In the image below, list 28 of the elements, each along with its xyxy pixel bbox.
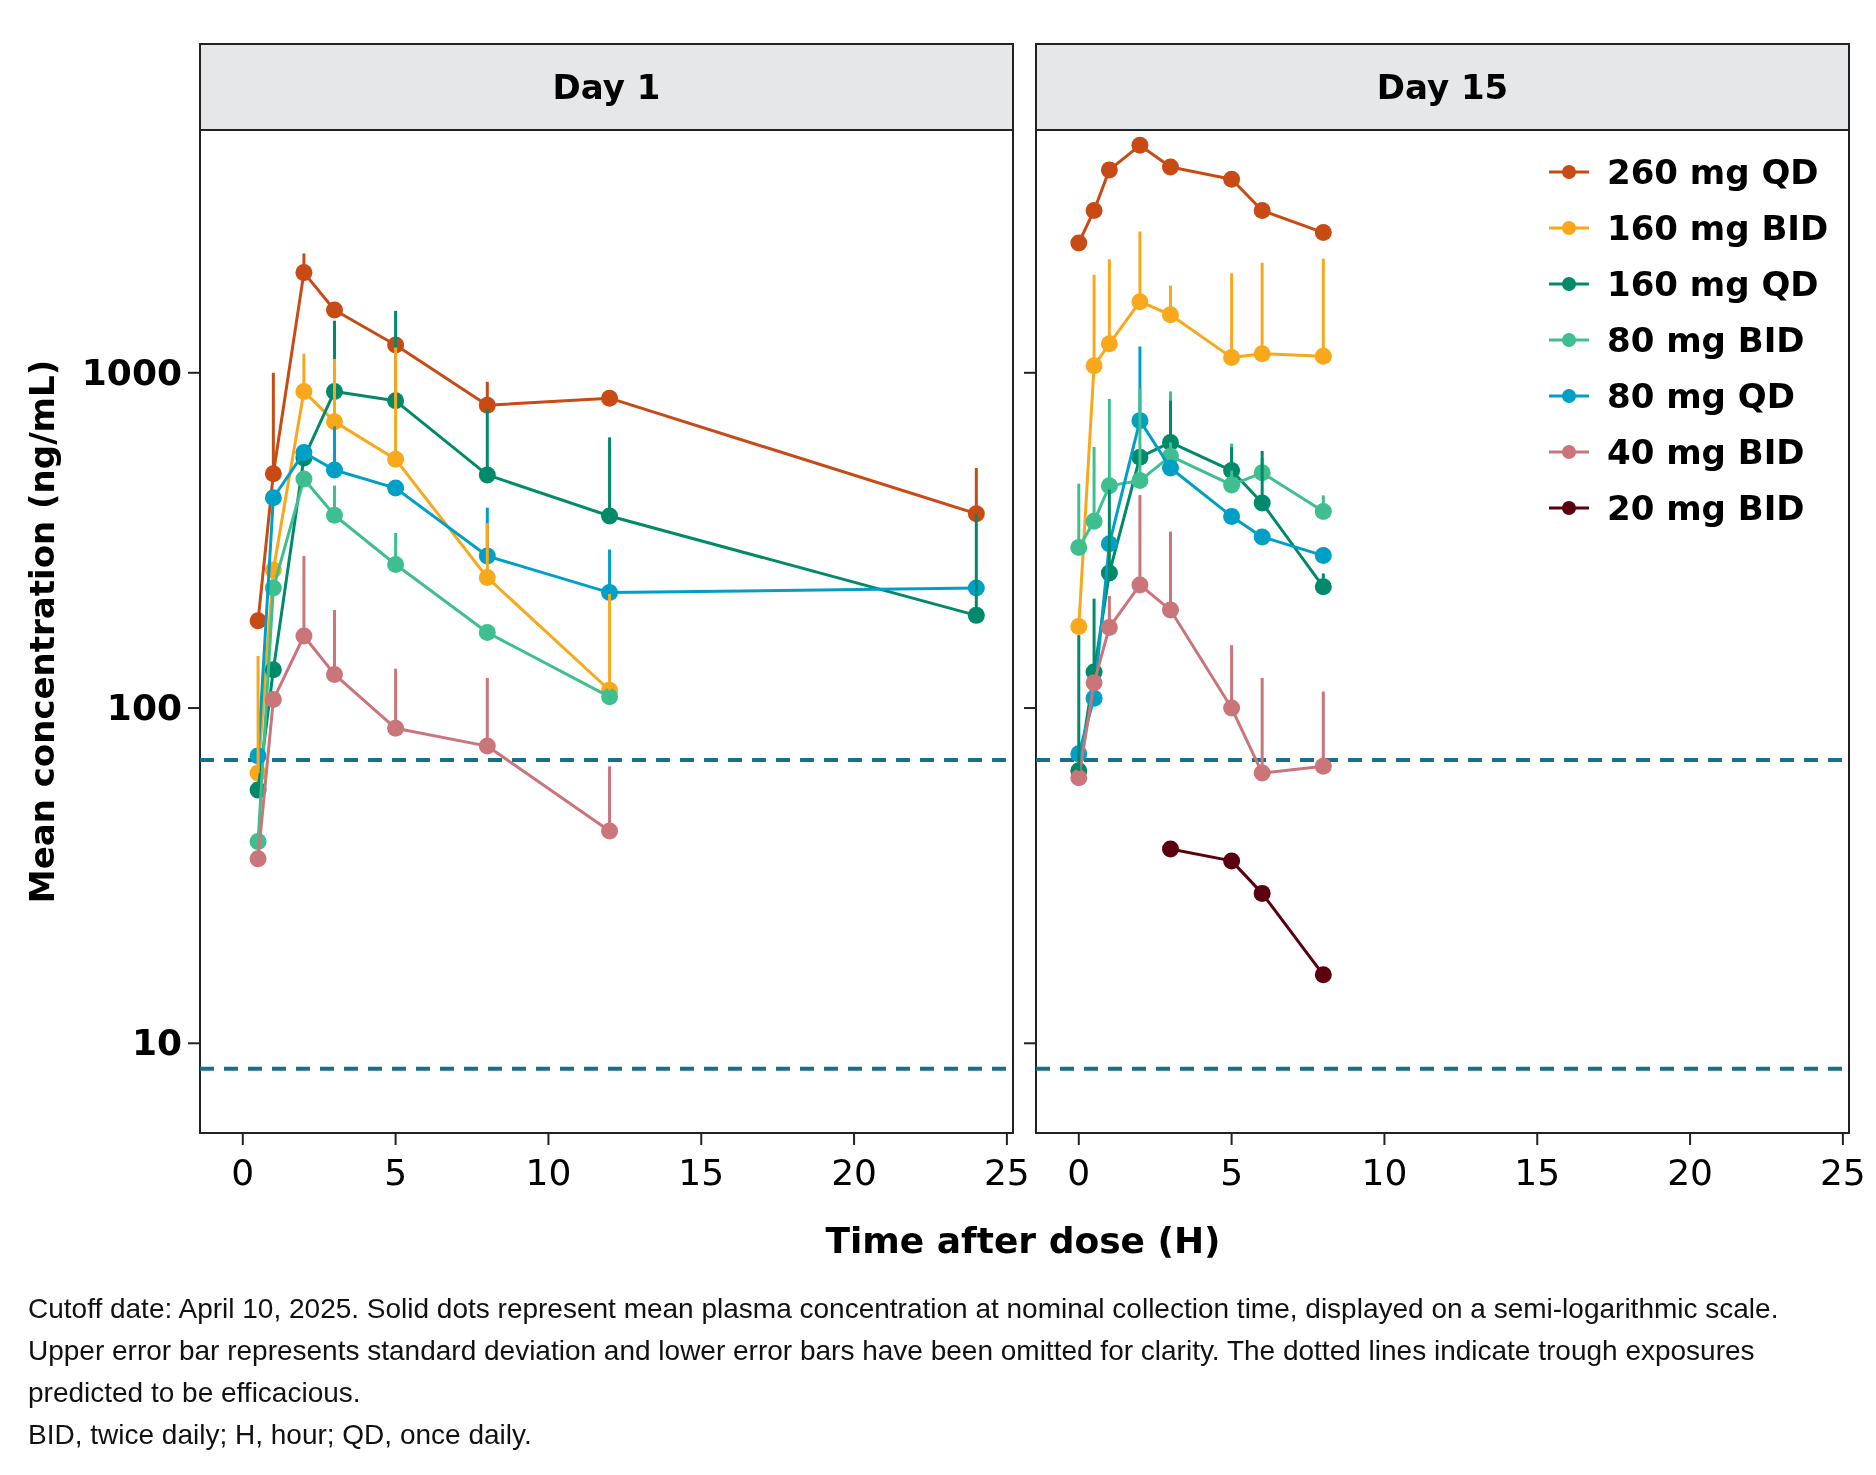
chart-title: Day 15 bbox=[1376, 67, 1509, 107]
text: Cutoff date: April 10, 2025. Solid dots represent mean plasma concentration at nominal collection time, displayed on a semi-logarithmic scale. Upper error bar represents standard deviation and lower error bars have been omitted for clarity. The dotted lines indicate trough exposures predicted to be efficacious. bbox=[28, 1292, 1780, 1410]
legend-label: 160 mg QD bbox=[1607, 264, 1819, 304]
y-tick-label: 10 bbox=[131, 1022, 182, 1064]
x-axis-title: Time after dose (H) bbox=[825, 1220, 1221, 1261]
x-tick-label: 15 bbox=[1514, 1152, 1561, 1193]
legend-label: 260 mg QD bbox=[1607, 152, 1819, 192]
x-tick-label: 10 bbox=[1361, 1152, 1408, 1193]
x-tick-label: 20 bbox=[831, 1152, 877, 1193]
x-tick-label: 0 bbox=[1067, 1152, 1091, 1193]
x-tick-label: 25 bbox=[983, 1152, 1030, 1193]
x-tick-label: 0 bbox=[231, 1152, 255, 1193]
legend-label: 160 mg BID bbox=[1607, 208, 1829, 248]
x-tick-label: 10 bbox=[525, 1152, 572, 1193]
legend-label: 40 mg BID bbox=[1607, 432, 1805, 472]
legend-label: 20 mg BID bbox=[1607, 488, 1805, 528]
legend-label: 80 mg QD bbox=[1607, 376, 1795, 416]
y-tick-label: 100 bbox=[106, 687, 182, 729]
legend-label: 80 mg BID bbox=[1607, 320, 1805, 360]
x-tick-label: 20 bbox=[1667, 1152, 1713, 1193]
x-tick-label: 5 bbox=[1220, 1152, 1244, 1193]
y-axis-title: Mean concentration (ng/mL) bbox=[22, 359, 62, 904]
chart-title: Day 1 bbox=[552, 67, 661, 107]
x-tick-label: 25 bbox=[1819, 1152, 1866, 1193]
text: BID, twice daily; H, hour; QD, once daily. bbox=[28, 1418, 533, 1452]
x-tick-label: 15 bbox=[678, 1152, 725, 1193]
y-tick-label: 1000 bbox=[81, 351, 182, 393]
x-tick-label: 5 bbox=[384, 1152, 408, 1193]
